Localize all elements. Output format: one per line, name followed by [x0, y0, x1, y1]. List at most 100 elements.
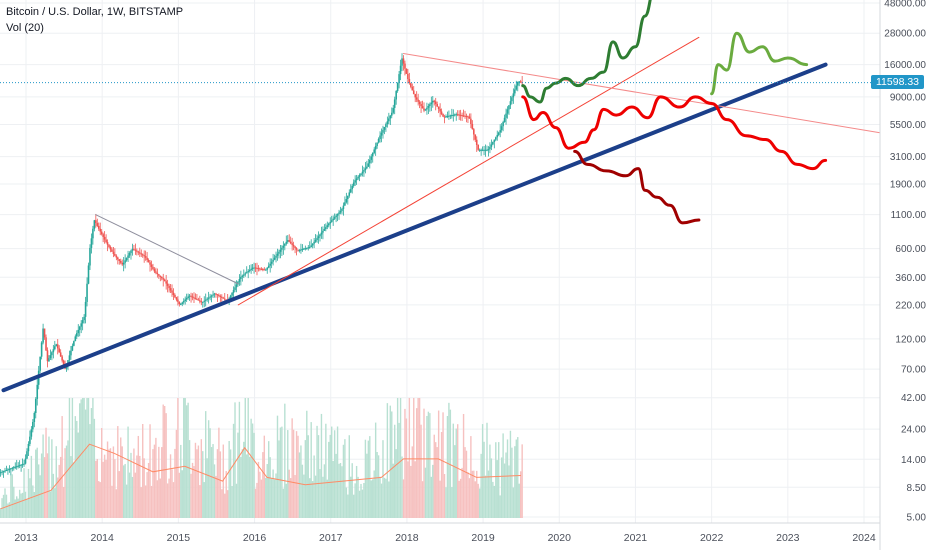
candle-body [443, 116, 446, 118]
volume-bar [238, 401, 241, 518]
candle-body [147, 260, 150, 263]
trendline-1 [237, 36, 700, 306]
trendline-3 [402, 52, 884, 134]
volume-bar [306, 410, 308, 518]
candle-body [235, 284, 238, 288]
volume-bar [316, 425, 318, 518]
candle-body [360, 173, 362, 176]
candle-body [67, 360, 69, 365]
candle-body [10, 468, 12, 470]
volume-label[interactable]: Vol (20) [6, 22, 44, 34]
chart-legend: Bitcoin / U.S. Dollar, 1W, BITSTAMP Vol … [6, 4, 183, 36]
candle-body [333, 217, 336, 219]
y-tick-label: 360.00 [895, 273, 926, 284]
candle-body [264, 269, 267, 271]
candle-body [377, 139, 380, 143]
candle-body [446, 115, 449, 117]
candle-body [32, 422, 34, 430]
candle-body [494, 137, 497, 140]
candle-body [243, 274, 245, 276]
candle-body [24, 458, 27, 464]
volume-bar [372, 479, 374, 518]
candle-body [130, 250, 132, 254]
candle-body [336, 214, 339, 216]
volume-bar [190, 473, 192, 518]
volume-bar [458, 480, 460, 518]
volume-bar [203, 482, 205, 518]
volume-bar [477, 483, 479, 518]
volume-bar [259, 471, 261, 518]
candle-body [5, 469, 8, 471]
candle-body [392, 107, 395, 113]
candle-body [332, 218, 334, 221]
candle-body [483, 149, 485, 151]
volume-bar [205, 411, 207, 518]
volume-bar [37, 464, 40, 518]
y-tick-label: 5500.00 [890, 120, 927, 131]
volume-bar [328, 441, 330, 518]
candle-body [461, 115, 463, 117]
volume-bar [218, 427, 220, 518]
volume-bar [499, 495, 501, 518]
candle-body [169, 288, 172, 291]
volume-bar [168, 478, 170, 518]
candle-body [291, 243, 293, 245]
volume-bar [48, 436, 50, 518]
volume-bar [417, 398, 419, 518]
candle-body [143, 255, 145, 257]
candle-body [168, 285, 170, 289]
volume-bar [73, 462, 75, 518]
volume-bar [481, 424, 484, 518]
volume-bar [133, 448, 135, 518]
x-tick-label: 2015 [167, 532, 191, 544]
candle-body [511, 97, 513, 102]
candle-body [289, 241, 292, 244]
candle-body [295, 248, 298, 250]
symbol-title[interactable]: Bitcoin / U.S. Dollar, 1W, BITSTAMP [6, 6, 184, 18]
volume-bar [345, 487, 348, 518]
candle-body [51, 352, 53, 356]
candle-body [376, 142, 378, 146]
volume-bar [174, 448, 176, 518]
volume-bar [251, 423, 254, 518]
volume-bar [153, 444, 156, 518]
candle-body [329, 221, 332, 224]
volume-bar [49, 491, 52, 518]
volume-bar [87, 398, 90, 518]
volume-bar [418, 398, 421, 518]
candle-body [42, 328, 44, 343]
candle-body [373, 149, 375, 153]
last-price-label: 11598.33 [870, 74, 924, 89]
volume-bar [285, 483, 287, 518]
volume-bar [161, 447, 163, 518]
candle-body [393, 99, 396, 108]
candle-body [218, 295, 220, 297]
volume-bar [136, 455, 138, 518]
candle-body [30, 429, 33, 437]
volume-bar [492, 481, 494, 518]
candle-body [414, 94, 417, 98]
volume-bar [109, 448, 112, 518]
candle-body [81, 320, 84, 324]
candle-body [12, 467, 15, 469]
volume-bar [386, 403, 389, 518]
candle-body [458, 114, 460, 116]
candle-body [437, 106, 440, 110]
candle-body [349, 189, 352, 193]
volume-bar [304, 440, 307, 518]
volume-bar [11, 474, 14, 518]
volume-bar [130, 452, 132, 518]
volume-bar [177, 398, 179, 518]
volume-bar [307, 435, 309, 518]
candle-body [140, 253, 143, 255]
volume-bar [355, 465, 358, 518]
candle-body [196, 298, 198, 300]
candle-body [45, 337, 47, 351]
volume-bar [70, 456, 72, 518]
volume-bar [79, 403, 81, 518]
candle-body [86, 283, 88, 302]
volume-bar [212, 444, 214, 518]
candle-body [468, 116, 471, 119]
candle-body [159, 275, 162, 277]
